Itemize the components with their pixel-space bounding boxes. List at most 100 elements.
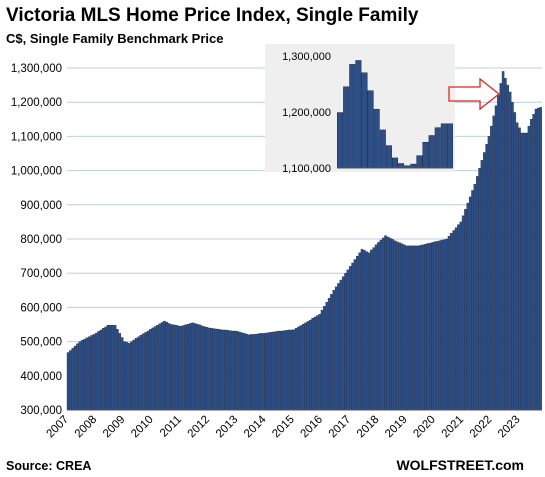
bar [530,119,533,411]
bar [309,319,312,411]
bar [504,78,507,411]
bar [80,340,84,411]
bar [231,330,234,411]
bar [537,107,540,411]
inset-bar [373,108,380,169]
bar [398,242,401,411]
bar [485,144,488,411]
bar [252,334,256,411]
bar [212,328,216,411]
bar [214,328,218,411]
bar [236,331,239,411]
bar [186,323,190,411]
bar [450,233,453,411]
bar [414,245,418,411]
x-tick-label: 2017 [327,414,354,441]
bar [410,245,413,411]
bar [292,329,296,411]
bar [278,330,281,411]
bar [523,132,526,411]
y-tick-label: 800,000 [20,234,62,246]
bar [323,306,326,411]
bar [182,325,185,411]
bar [438,240,441,411]
bar [466,202,470,411]
bar [151,327,154,411]
bar [95,332,98,411]
bar [480,160,484,411]
bar [332,290,335,411]
bar [285,330,288,411]
bar [473,184,477,411]
bar [222,329,225,411]
bar [400,243,404,411]
bar [374,244,378,411]
bar [306,321,310,411]
bar [167,323,171,411]
bar [396,241,399,411]
inset-bar [337,112,344,169]
y-tick-label: 1,000,000 [11,166,62,178]
bar [363,250,366,411]
bar [325,302,328,411]
bar [287,329,291,411]
bar [459,221,462,411]
brand-watermark: WOLFSTREET.com [396,457,524,473]
y-tick-label: 1,300,000 [11,63,62,75]
bar [499,83,502,411]
bar [76,343,79,411]
bar [421,244,425,411]
bar [90,335,93,411]
bar [174,325,178,411]
bar [116,329,119,411]
bar [210,328,213,411]
bar [280,330,284,411]
bar [226,330,230,411]
y-tick-label: 1,200,000 [11,97,62,109]
bar [431,242,434,411]
bar [144,332,147,411]
bar [259,333,263,411]
bar [483,152,486,411]
bar [520,132,524,411]
bar [370,249,373,411]
bar [494,105,498,411]
bar [191,322,194,411]
bar [454,227,458,411]
x-tick-label: 2019 [383,414,410,441]
y-tick-label: 400,000 [20,371,62,383]
bar [433,241,437,411]
y-tick-label: 1,100,000 [11,131,62,143]
bar [73,345,77,411]
bar [198,324,201,411]
inset-bar [410,163,417,169]
y-tick-label: 500,000 [20,337,62,349]
bar [490,125,493,411]
bar [527,125,531,411]
x-tick-label: 2009 [101,414,128,441]
bar [87,336,91,411]
bar [71,347,74,411]
x-tick-label: 2010 [129,414,156,441]
bar [468,196,472,411]
bar [217,329,220,411]
bar [78,341,82,411]
bar [440,239,444,411]
bar [299,325,303,411]
bar [109,325,112,411]
x-tick-label: 2008 [73,414,100,441]
bar [273,331,277,411]
bar [508,91,512,411]
inset-y-tick-label: 1,100,000 [282,163,331,175]
x-tick-label: 2013 [214,414,241,441]
bar [153,326,157,411]
bar [69,350,72,411]
bar [407,245,411,411]
bar [118,333,122,411]
bar [320,309,324,411]
x-tick-label: 2015 [270,414,297,441]
bar [313,316,317,411]
bar [344,273,347,411]
bar [330,294,333,411]
bar [111,325,114,411]
